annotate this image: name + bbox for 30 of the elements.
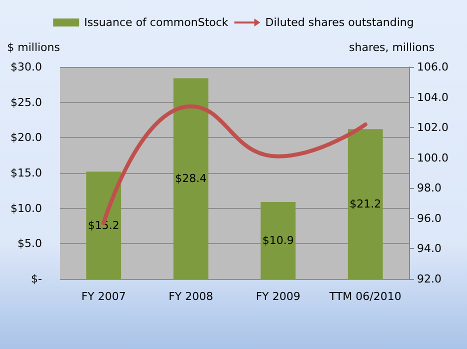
y-tick-label: $15.0 xyxy=(10,166,42,180)
y2-tick-label: 102.0 xyxy=(417,121,448,134)
bar xyxy=(348,129,383,279)
y-axis-title: $ millions xyxy=(7,41,60,54)
y2-tick-label: 92.0 xyxy=(417,272,442,286)
y-tick-label: $30.0 xyxy=(10,60,42,74)
y-tick-label: $25.0 xyxy=(10,96,42,109)
bar xyxy=(260,202,296,279)
bar xyxy=(86,172,122,279)
x-tick-label: FY 2009 xyxy=(256,290,300,303)
y2-tick-label: 98.0 xyxy=(417,182,442,195)
y-tick-label: $- xyxy=(31,272,42,286)
y-tick-label: $20.0 xyxy=(10,131,42,144)
x-tick-label: FY 2007 xyxy=(81,290,126,303)
data-label: $10.9 xyxy=(262,234,294,247)
y2-axis-title: shares, millions xyxy=(349,41,435,54)
data-label: $21.2 xyxy=(350,198,382,211)
x-tick-label: TTM 06/2010 xyxy=(328,290,402,303)
y-tick-label: $5.0 xyxy=(18,237,42,250)
y2-tick-label: 104.0 xyxy=(417,90,448,104)
y-tick-label: $10.0 xyxy=(10,202,42,215)
y2-tick-label: 106.0 xyxy=(417,60,448,74)
legend-label: Diluted shares outstanding xyxy=(265,16,414,29)
x-tick-label: FY 2008 xyxy=(168,290,214,303)
y2-tick-label: 100.0 xyxy=(417,151,448,164)
bar xyxy=(173,78,208,279)
legend-label: Issuance of commonStock xyxy=(84,16,229,29)
data-label: $28.4 xyxy=(175,172,207,186)
y2-tick-label: 94.0 xyxy=(417,242,442,256)
y2-tick-label: 96.0 xyxy=(417,212,442,225)
